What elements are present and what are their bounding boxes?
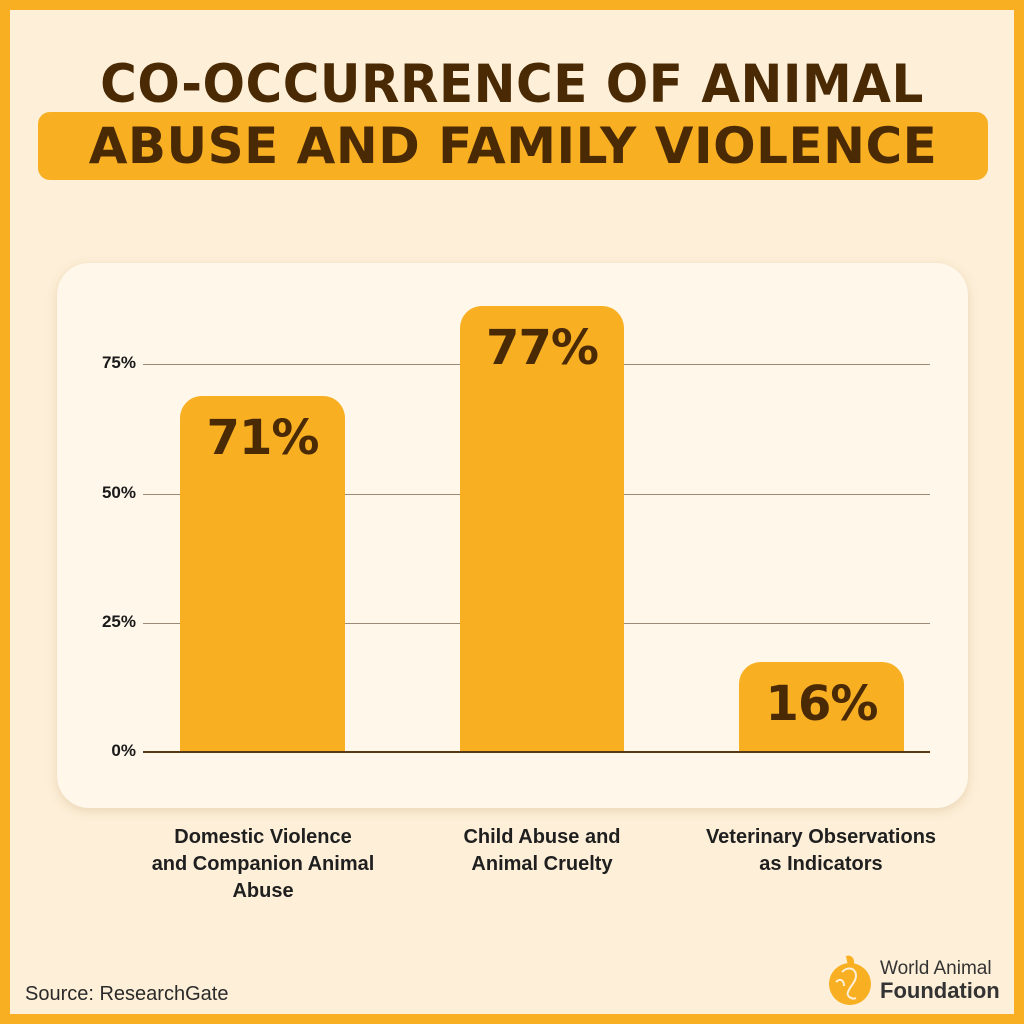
title-line-2: ABUSE AND FAMILY VIOLENCE — [88, 117, 938, 175]
bar-value-label: 16% — [765, 676, 879, 732]
bar-value-label: 71% — [206, 410, 320, 466]
x-axis-baseline — [143, 751, 930, 753]
logo-text-line1: World Animal — [880, 958, 992, 979]
x-label-domestic-violence: Domestic Violence and Companion Animal A… — [113, 824, 413, 905]
x-label-line: Abuse — [232, 880, 294, 902]
world-animal-foundation-logo: World Animal Foundation — [826, 950, 1016, 1010]
bar-veterinary-observations: 16% — [739, 662, 904, 752]
source-credit: Source: ResearchGate — [25, 983, 229, 1005]
x-label-line: Domestic Violence — [174, 826, 352, 848]
y-tick-25: 25% — [101, 612, 136, 631]
bar-domestic-violence: 71% — [180, 396, 345, 752]
bar-value-label: 77% — [486, 320, 599, 376]
x-label-child-abuse: Child Abuse and Animal Cruelty — [392, 824, 692, 878]
y-tick-50: 50% — [101, 483, 136, 502]
animal-silhouettes-logo-icon — [829, 955, 871, 1005]
x-label-line: and Companion Animal — [151, 853, 375, 875]
x-label-line: Animal Cruelty — [471, 853, 613, 875]
title-line-1: CO-OCCURRENCE OF ANIMAL — [100, 53, 924, 115]
bar-child-abuse: 77% — [460, 306, 624, 752]
x-label-line: Veterinary Observations — [705, 826, 937, 848]
x-label-veterinary: Veterinary Observations as Indicators — [671, 824, 971, 878]
y-tick-75: 75% — [101, 353, 136, 372]
y-tick-0: 0% — [111, 741, 136, 760]
x-label-line: as Indicators — [759, 853, 883, 875]
logo-text-line2: Foundation — [880, 978, 1000, 1003]
title-highlight-pill: ABUSE AND FAMILY VIOLENCE — [38, 112, 988, 180]
x-label-line: Child Abuse and — [463, 826, 621, 848]
